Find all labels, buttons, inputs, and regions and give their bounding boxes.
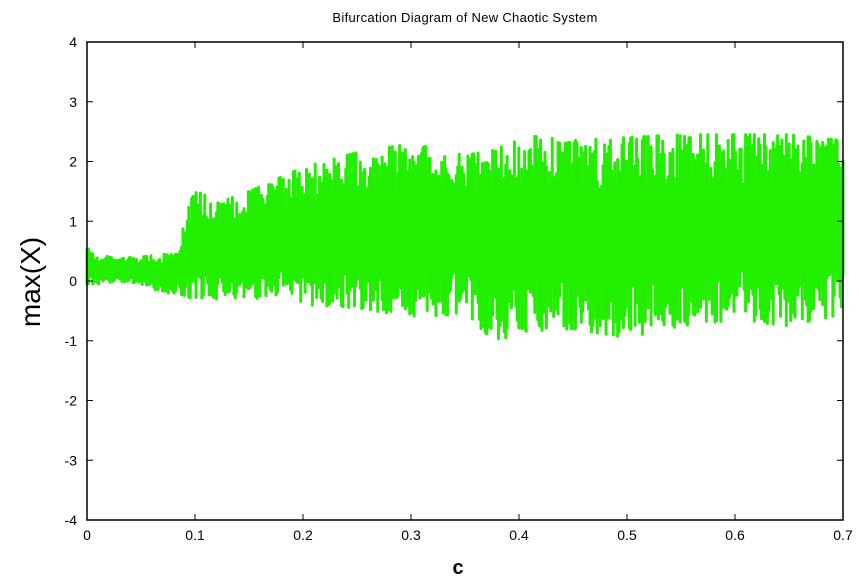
x-axis-label: c xyxy=(452,557,463,579)
axes-layer: 0 0.1 0.2 0.3 0.4 0.5 0.6 0.7 4 3 2 1 0 -1 -2 -3 -4 xyxy=(65,34,853,543)
x-tick-label: 0.5 xyxy=(617,527,637,543)
y-tick-label: -4 xyxy=(65,512,78,528)
x-tick-label: 0.1 xyxy=(185,527,205,543)
y-axis-label: max(X) xyxy=(15,237,46,327)
x-tick-label: 0.7 xyxy=(833,527,853,543)
y-tick-label: -3 xyxy=(65,452,78,468)
y-tick-label: 1 xyxy=(69,213,77,229)
x-tick-label: 0 xyxy=(83,527,91,543)
y-tick-label: 0 xyxy=(69,273,77,289)
y-tick-label: -1 xyxy=(65,333,78,349)
y-tick-label: -2 xyxy=(65,393,78,409)
x-tick-label: 0.6 xyxy=(725,527,745,543)
y-tick-label: 4 xyxy=(69,34,77,50)
chart-title: Bifurcation Diagram of New Chaotic Syste… xyxy=(332,10,597,25)
x-tick-label: 0.2 xyxy=(293,527,313,543)
data-layer xyxy=(85,133,845,341)
y-tick-label: 2 xyxy=(69,154,77,170)
x-tick-label: 0.3 xyxy=(401,527,421,543)
x-tick-label: 0.4 xyxy=(509,527,529,543)
y-tick-label: 3 xyxy=(69,94,77,110)
